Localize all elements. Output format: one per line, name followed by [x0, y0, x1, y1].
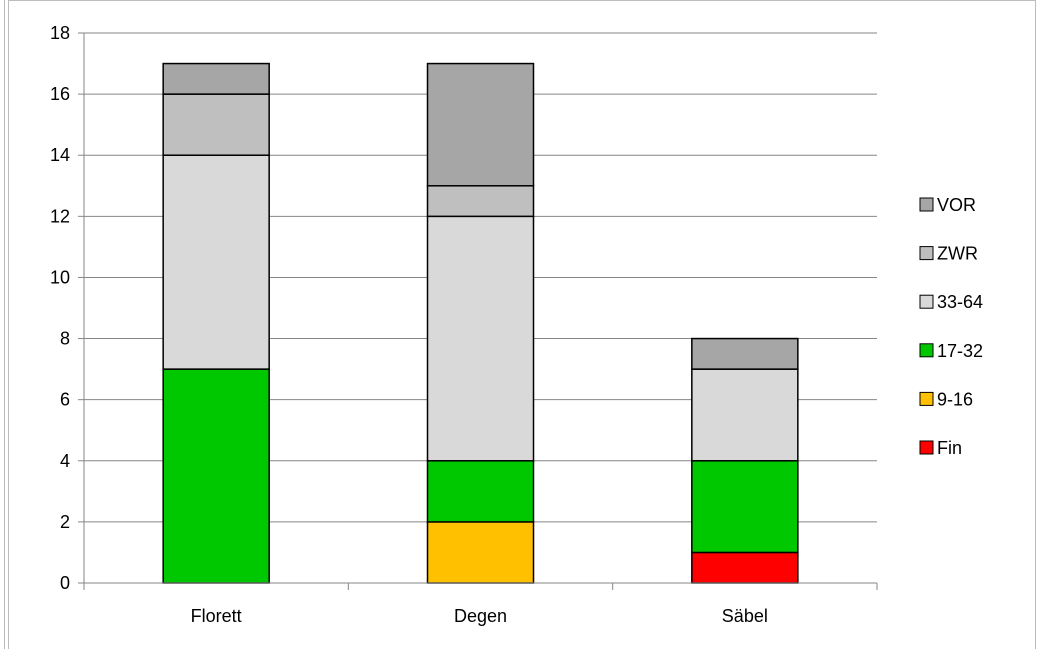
bar-segment [162, 368, 270, 584]
legend-label: 9-16 [937, 389, 973, 409]
bar-segment [691, 460, 799, 554]
bar-segment [162, 93, 270, 156]
bar-segment [691, 337, 799, 370]
x-category-label: Säbel [722, 606, 768, 626]
bar-segment [426, 215, 535, 462]
bar-segment [426, 62, 535, 187]
y-tick-label: 10 [50, 267, 70, 287]
bar-segment [426, 185, 535, 218]
legend-swatch [919, 391, 934, 406]
y-tick-label: 0 [60, 573, 70, 593]
bar-segment [691, 368, 799, 462]
legend-label: VOR [937, 195, 976, 215]
legend-swatch [919, 343, 934, 358]
y-tick-label: 12 [50, 206, 70, 226]
legend-swatch [919, 197, 934, 212]
axes: 0 2 4 6 8 10 12 14 16 18 Florett Degen Säbel [50, 23, 878, 626]
bars [162, 62, 799, 584]
legend-swatch [919, 294, 934, 309]
y-tick-label: 14 [50, 145, 70, 165]
bar-segment [691, 551, 799, 584]
y-tick-label: 6 [60, 390, 70, 410]
x-category-label: Degen [454, 606, 507, 626]
bar-segment [162, 154, 270, 370]
legend-swatch [919, 440, 934, 455]
legend-label: 33-64 [937, 292, 983, 312]
left-border-line-inner [8, 0, 9, 649]
y-tick-label: 18 [50, 23, 70, 43]
bar-segment [426, 460, 535, 523]
y-tick-label: 2 [60, 512, 70, 532]
bar-segment [162, 62, 270, 95]
legend: VOR ZWR 33-64 17-32 9-16 Fin [919, 195, 983, 458]
x-category-label: Florett [191, 606, 242, 626]
right-border-line [1035, 0, 1036, 649]
left-border-line [4, 0, 5, 649]
legend-label: Fin [937, 438, 962, 458]
legend-swatch [919, 246, 934, 261]
top-border-line [8, 0, 1035, 1]
legend-label: 17-32 [937, 341, 983, 361]
bar-segment [426, 521, 535, 584]
y-tick-label: 16 [50, 84, 70, 104]
y-tick-label: 8 [60, 329, 70, 349]
y-tick-label: 4 [60, 451, 70, 471]
legend-label: ZWR [937, 244, 978, 264]
